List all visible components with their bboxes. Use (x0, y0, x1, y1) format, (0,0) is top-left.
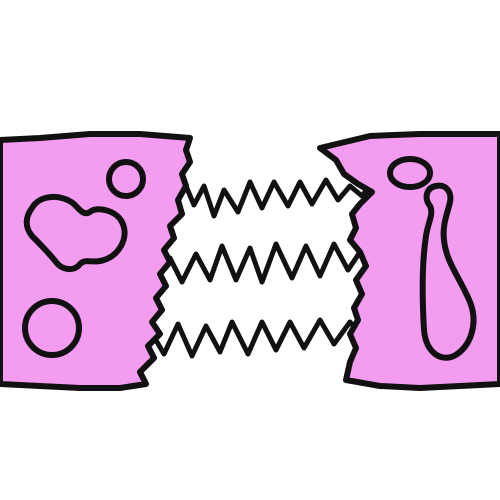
right-piece-body (317, 131, 500, 391)
stretched-strands (147, 177, 371, 359)
oval-spot (387, 156, 433, 190)
elongated-loop-spot (419, 182, 477, 361)
right-piece (317, 131, 500, 391)
large-circle-spot (22, 298, 82, 358)
blob-spot (23, 194, 128, 272)
small-circle-spot (106, 159, 146, 199)
zigzag-strand-bottom (147, 317, 361, 359)
zigzag-strand-top (183, 177, 371, 219)
left-piece (0, 131, 193, 391)
zigzag-strand-middle (167, 241, 363, 285)
